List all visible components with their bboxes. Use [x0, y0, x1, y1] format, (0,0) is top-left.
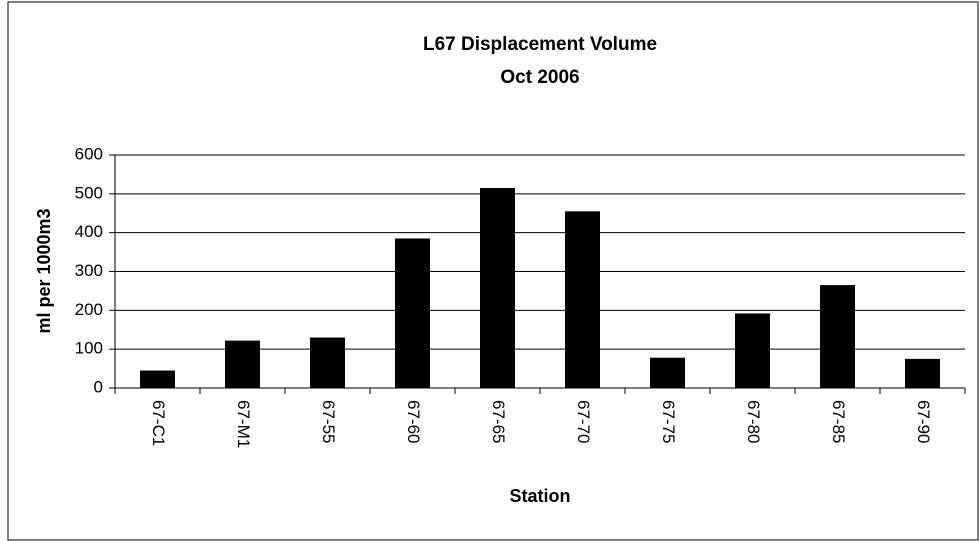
x-tick-label: 67-60 [404, 400, 423, 443]
y-tick-label: 600 [75, 144, 103, 163]
x-tick-label: 67-75 [659, 400, 678, 443]
x-tick-label: 67-65 [489, 400, 508, 443]
bar [565, 211, 600, 388]
y-tick-label: 300 [75, 261, 103, 280]
x-tick-label: 67-55 [319, 400, 338, 443]
x-axis-label: Station [510, 486, 571, 506]
bar [140, 370, 175, 388]
bar [820, 285, 855, 388]
bar [480, 188, 515, 388]
y-axis-label: ml per 1000m3 [34, 208, 54, 333]
x-tick-label: 67-90 [914, 400, 933, 443]
x-tick-label: 67-85 [829, 400, 848, 443]
x-tick-label: 67-70 [574, 400, 593, 443]
y-tick-label: 200 [75, 300, 103, 319]
y-tick-label: 100 [75, 339, 103, 358]
bar [735, 313, 770, 388]
bar [225, 340, 260, 388]
x-tick-label: 67-80 [744, 400, 763, 443]
bar [310, 337, 345, 388]
bar [650, 357, 685, 388]
y-tick-label: 400 [75, 222, 103, 241]
chart-title: L67 Displacement Volume [423, 34, 657, 55]
x-tick-label: 67-M1 [234, 400, 253, 448]
x-tick-label: 67-C1 [149, 400, 168, 446]
bar [395, 238, 430, 388]
y-tick-label: 0 [94, 377, 103, 396]
bar [905, 358, 940, 388]
y-tick-label: 500 [75, 183, 103, 202]
chart-subtitle: Oct 2006 [500, 67, 579, 88]
